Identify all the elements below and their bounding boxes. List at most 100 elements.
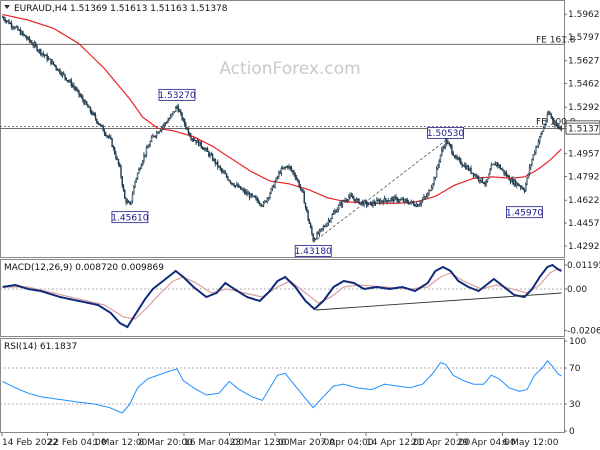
candle-body xyxy=(404,199,406,202)
candle-body xyxy=(275,177,277,183)
candle-body xyxy=(176,105,178,108)
annotation-box xyxy=(111,211,149,224)
candle-body xyxy=(559,126,561,129)
candle-body xyxy=(163,123,165,126)
y-tick-label: 0.00 xyxy=(567,285,587,295)
candle-body xyxy=(382,200,384,203)
candle-body xyxy=(127,201,130,203)
candle-body xyxy=(343,200,345,202)
main-header: EURAUD,H4 1.51369 1.51613 1.51163 1.5137… xyxy=(14,4,228,14)
candle-body xyxy=(294,174,297,178)
candle-body xyxy=(497,162,499,166)
projection-line xyxy=(312,140,446,243)
candle-body xyxy=(271,185,274,189)
candle-body xyxy=(531,159,533,165)
candle-body xyxy=(522,187,524,190)
candle-body xyxy=(66,80,69,82)
candle-body xyxy=(186,127,188,129)
annotation-box xyxy=(506,206,543,219)
candle-body xyxy=(37,50,39,52)
candle-body xyxy=(315,238,317,240)
candle-body xyxy=(261,205,263,207)
annotation-label: 1.43180 xyxy=(295,247,332,257)
macd-pane xyxy=(0,259,565,337)
candle-body xyxy=(413,202,415,206)
candle-body xyxy=(85,101,88,106)
candle-body xyxy=(229,180,232,183)
candle-body xyxy=(143,154,145,162)
candle-body xyxy=(192,138,195,141)
candle-body xyxy=(485,181,487,185)
candle-body xyxy=(317,232,319,235)
candle-body xyxy=(308,219,311,225)
candle-body xyxy=(17,26,19,31)
candle-body xyxy=(63,72,65,75)
candle-body xyxy=(41,53,43,55)
candle-body xyxy=(466,166,468,170)
candle-body xyxy=(513,180,515,185)
candle-body xyxy=(349,194,351,197)
candle-body xyxy=(491,164,494,166)
candle-body xyxy=(161,127,163,131)
candle-body xyxy=(252,195,255,197)
candle-body xyxy=(312,233,314,241)
candle-body xyxy=(195,140,197,144)
annotation-box xyxy=(158,88,196,101)
candle-body xyxy=(304,202,307,208)
candle-body xyxy=(52,61,55,65)
candle-body xyxy=(168,118,171,121)
candle-body xyxy=(225,173,228,178)
candle-body xyxy=(424,196,426,198)
candle-body xyxy=(57,69,60,71)
candle-body xyxy=(42,53,45,55)
candle-body xyxy=(264,200,266,203)
candle-body xyxy=(327,220,330,224)
moving-average xyxy=(2,13,562,204)
candle-body xyxy=(351,195,354,199)
candle-body xyxy=(73,85,75,88)
candle-body xyxy=(171,113,173,117)
candle-body xyxy=(390,198,392,201)
candle-body xyxy=(330,218,332,222)
candle-body xyxy=(166,122,168,124)
candle-body xyxy=(200,141,202,148)
candle-body xyxy=(159,129,162,132)
candle-body xyxy=(429,190,431,192)
candle-body xyxy=(54,64,56,67)
macd-signal-line xyxy=(2,268,562,320)
candle-body xyxy=(449,144,452,147)
candle-body xyxy=(139,168,141,170)
candle-body xyxy=(101,124,103,127)
candle-body xyxy=(322,226,325,229)
candle-body xyxy=(523,189,526,192)
candle-body xyxy=(103,130,106,134)
candle-body xyxy=(298,181,300,188)
candle-body xyxy=(360,201,363,203)
y-tick-label: 30 xyxy=(569,400,581,410)
candle-body xyxy=(26,37,28,39)
candle-body xyxy=(122,185,125,191)
candle-body xyxy=(224,172,227,175)
candle-body xyxy=(553,118,555,123)
candle-body xyxy=(149,141,151,147)
candle-body xyxy=(537,141,540,147)
candle-body xyxy=(348,196,350,201)
x-tick-label: 14 Apr 12:00 xyxy=(366,438,425,448)
candle-body xyxy=(121,176,123,186)
candle-body xyxy=(457,158,459,160)
candle-body xyxy=(462,165,465,167)
candle-body xyxy=(365,201,368,206)
candle-body xyxy=(443,146,445,149)
candle-body xyxy=(451,146,453,154)
candle-body xyxy=(490,164,493,171)
candle-body xyxy=(251,193,253,197)
candle-body xyxy=(362,201,364,206)
candle-body xyxy=(14,26,17,29)
candle-body xyxy=(414,204,416,207)
candle-body xyxy=(89,106,92,112)
candle-body xyxy=(196,140,199,144)
dropdown-triangle-icon[interactable] xyxy=(4,5,10,9)
candle-body xyxy=(405,199,407,201)
candle-body xyxy=(285,166,288,168)
candle-body xyxy=(423,196,425,200)
